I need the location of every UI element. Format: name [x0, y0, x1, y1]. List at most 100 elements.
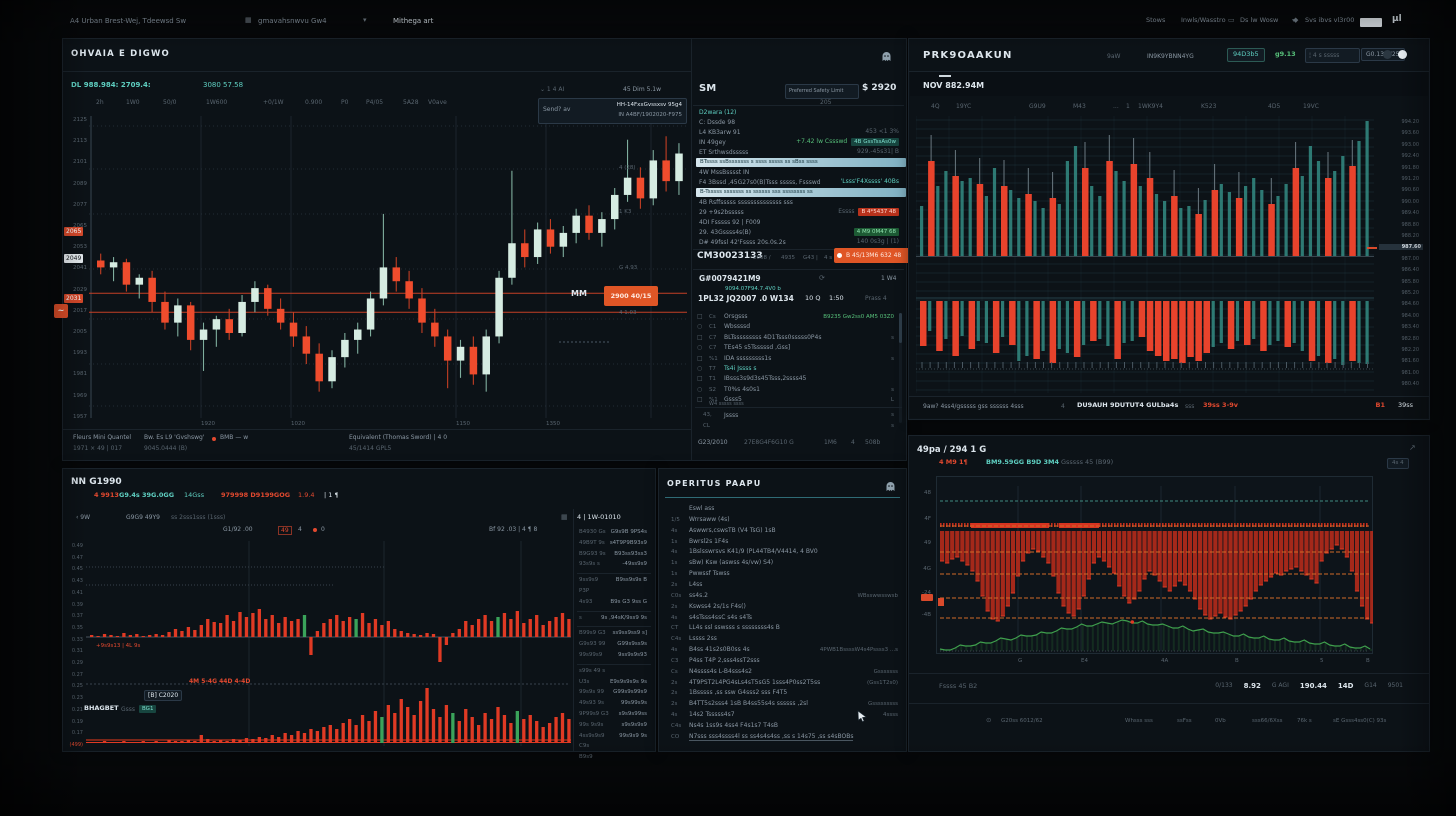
- qty-input[interactable]: ¦ 4 s sssss: [1305, 48, 1360, 63]
- ops-item[interactable]: N7sss sss4ssss4l ss ss4s4s4ss ,ss s 14s7…: [689, 732, 854, 742]
- volume-toolbar-0[interactable]: ‹ 9W: [76, 514, 91, 521]
- ghost-icon[interactable]: [881, 47, 892, 66]
- alert-icon[interactable]: ~: [54, 304, 68, 318]
- tab-19VC[interactable]: 19VC: [1303, 103, 1319, 110]
- checklist-item[interactable]: Wbssssd: [724, 323, 751, 331]
- checklist-item[interactable]: Gsss5: [724, 396, 742, 404]
- ops-item[interactable]: Ns4s 1ss9s 4ss4 F4s1s7 T4sB: [689, 722, 778, 729]
- timeframe-button-+0/1W[interactable]: +0/1W: [263, 99, 284, 106]
- tab-1WK9Y4[interactable]: 1WK9Y4: [1138, 103, 1163, 110]
- tab-...[interactable]: ...: [1113, 103, 1119, 110]
- ops-item[interactable]: N4ssss4s L-B4sss4s2: [689, 667, 752, 675]
- quick-action-button[interactable]: [1360, 18, 1382, 27]
- menu-dot-icon[interactable]: ·: [1366, 48, 1369, 58]
- ops-item[interactable]: Wrrsaww (4s): [689, 515, 730, 523]
- terminal-icon[interactable]: µl: [1392, 14, 1402, 24]
- ops-item[interactable]: LL4s ssl sswsss s ssssssss4s B: [689, 624, 780, 632]
- caret-down-icon[interactable]: ▾: [1292, 17, 1296, 24]
- nav-item-left-3[interactable]: Mithega art: [393, 17, 434, 25]
- nav-item-right-1[interactable]: Inwls/Wasstro: [1181, 16, 1226, 24]
- sell-button[interactable]: 94D3b5: [1227, 48, 1265, 62]
- checkbox-icon[interactable]: □: [697, 313, 703, 320]
- checkbox-icon[interactable]: □: [697, 333, 703, 341]
- ops-item[interactable]: L4ss: [689, 580, 703, 588]
- timeframe-button-2h[interactable]: 2h: [96, 99, 104, 106]
- ops-item[interactable]: sBw) Ksw (aswss 4s/vw) S4): [689, 559, 774, 567]
- timeframe-button-0.900[interactable]: 0.900: [305, 99, 323, 106]
- refresh-icon[interactable]: ⟳: [819, 274, 825, 282]
- ops-item[interactable]: 1Bslsswrsvs K41/9 (PL44TB4/V4414, 4 BV0: [689, 548, 818, 556]
- order-row-label[interactable]: 4W MssBsssst IN: [699, 169, 750, 176]
- order-row-label[interactable]: 29 +9s2bsssss: [699, 209, 744, 216]
- order-row-label[interactable]: F4 3Bssd ,45G27s0(B)Tsss sssss, Fssswd: [699, 179, 821, 186]
- timeframe-button-P0[interactable]: P0: [341, 99, 349, 106]
- checklist-item[interactable]: IBsss3s9d3s45Tsss,2ssss45: [724, 375, 807, 383]
- order-row-label[interactable]: 4DI Fsssss 92 | F009: [699, 219, 761, 226]
- checklist-item[interactable]: T0%s 4s0s1: [724, 385, 760, 393]
- timeframe-button-P4/05[interactable]: P4/05: [366, 99, 384, 106]
- ops-item[interactable]: Lssss 2ss: [689, 635, 717, 643]
- timeframe-button-5A28[interactable]: 5A28: [403, 99, 419, 106]
- checklist-item[interactable]: Jssss: [724, 412, 739, 419]
- ops-item[interactable]: ss4s.2: [689, 591, 708, 599]
- limit-button[interactable]: Preferred Safety Limit: [785, 84, 859, 99]
- corner-box[interactable]: 4s 4: [1387, 458, 1409, 469]
- volume-toolbar2-1[interactable]: 49: [278, 526, 292, 536]
- checkbox-icon[interactable]: ○: [697, 323, 703, 331]
- checkbox-icon[interactable]: □: [697, 396, 703, 404]
- monitor-icon[interactable]: ▭: [1228, 16, 1235, 24]
- theme-icon[interactable]: [1383, 50, 1392, 59]
- order-row-label[interactable]: ET Srthwsdsssss: [699, 149, 749, 156]
- ghost-icon[interactable]: [885, 477, 896, 496]
- bell-icon[interactable]: ◆: [1293, 16, 1299, 24]
- grid-icon[interactable]: ▦: [245, 16, 252, 24]
- annotation-box[interactable]: [B] C2020: [144, 690, 183, 702]
- ops-item[interactable]: 4T9PST2L4PG4sLs4sT5sG5 1sss4P0ss2T5ss: [689, 678, 821, 686]
- tab-M43[interactable]: M43: [1073, 103, 1086, 110]
- volume-toolbar-1[interactable]: G9G9 49Y9: [126, 514, 160, 521]
- timeframe-button-V0ave[interactable]: V0ave: [428, 99, 447, 106]
- footer-item-0[interactable]: G20ss 6012/62: [1001, 718, 1043, 724]
- ops-item[interactable]: Pwwssf Tswss: [689, 570, 730, 578]
- chart-overlay-icons[interactable]: ⌄ 1 4 AI: [540, 86, 565, 93]
- tab-K523[interactable]: K523: [1201, 103, 1217, 110]
- nav-item-right-3[interactable]: Svs ibvs vl3r00: [1305, 16, 1355, 24]
- volume-toolbar2-2[interactable]: 4: [298, 526, 302, 533]
- clock-icon[interactable]: ⊙: [986, 716, 992, 724]
- caret-icon[interactable]: ▾: [363, 16, 367, 24]
- order-row-label[interactable]: L4 KB3arw 91: [699, 129, 741, 136]
- ops-item[interactable]: P4ss T4P 2,sss4ssT2sss: [689, 656, 760, 664]
- tab-4Q[interactable]: 4Q: [931, 103, 940, 110]
- ops-item[interactable]: Kswss4 2s/1s F4s(): [689, 602, 746, 610]
- checkbox-icon[interactable]: ○: [697, 385, 703, 393]
- highlight-row[interactable]: BTssss ssBsssssss s ssss sssss ss sBss s…: [696, 158, 906, 167]
- checkbox-icon[interactable]: □: [697, 375, 703, 383]
- order-row-label[interactable]: D# 49fssl 42'Fssss 20s.0s.2s: [699, 239, 786, 246]
- checklist-scrollbar[interactable]: [899, 313, 902, 423]
- order-row-label[interactable]: 4B Rsffsssss ssssssssssssss sss: [699, 199, 793, 206]
- order-row-label[interactable]: D2wara (12): [699, 109, 737, 116]
- tab-G9U9[interactable]: G9U9: [1029, 103, 1046, 110]
- tab-19YC[interactable]: 19YC: [956, 103, 972, 110]
- ops-item[interactable]: 1Bsssss ,ss ssw G4sss2 sss F4T5: [689, 689, 788, 697]
- nav-item-right-2[interactable]: Ds lw Wosw: [1240, 16, 1279, 24]
- ops-item[interactable]: B4ss 41s2s0B0ss 4s: [689, 646, 750, 654]
- nav-item-left-0[interactable]: A4 Urban Brest-Wej, Tdeewsd Sw: [70, 17, 187, 25]
- expand-icon[interactable]: ↗: [1409, 443, 1416, 452]
- ops-item[interactable]: 14s2 Tsssss4s7: [689, 711, 735, 719]
- tab-4D5[interactable]: 4D5: [1268, 103, 1281, 110]
- order-row-label[interactable]: C: Dssde 98: [699, 119, 736, 126]
- timeframe-button-1W0[interactable]: 1W0: [126, 99, 140, 106]
- alert-button[interactable]: B 4S/13M6 632 48: [834, 248, 916, 263]
- nav-item-left-1[interactable]: gmavahsnwvu Gw4: [258, 17, 327, 25]
- tab-1[interactable]: 1: [1126, 103, 1130, 110]
- highlight-row[interactable]: B-Tsssss sssssss ss ssssss sss ssssssss …: [696, 188, 906, 197]
- checkbox-icon[interactable]: ○: [697, 365, 703, 372]
- ops-item[interactable]: s4sTsss4ssC s4s s4Ts: [689, 613, 753, 621]
- checklist-item[interactable]: BLTsssssssss 4D1Tsss0sssss0P4s: [724, 333, 822, 341]
- checklist-item[interactable]: Ts4i Jssss s: [724, 365, 757, 372]
- ops-item[interactable]: Aswwrs,cswsTB (V4 TsG) 1sB: [689, 526, 776, 534]
- order-row-label[interactable]: 29. 43Gssss4s(B): [699, 229, 751, 236]
- price-flag-button[interactable]: 2900 40/15: [604, 286, 658, 306]
- globe-icon[interactable]: [1398, 50, 1407, 59]
